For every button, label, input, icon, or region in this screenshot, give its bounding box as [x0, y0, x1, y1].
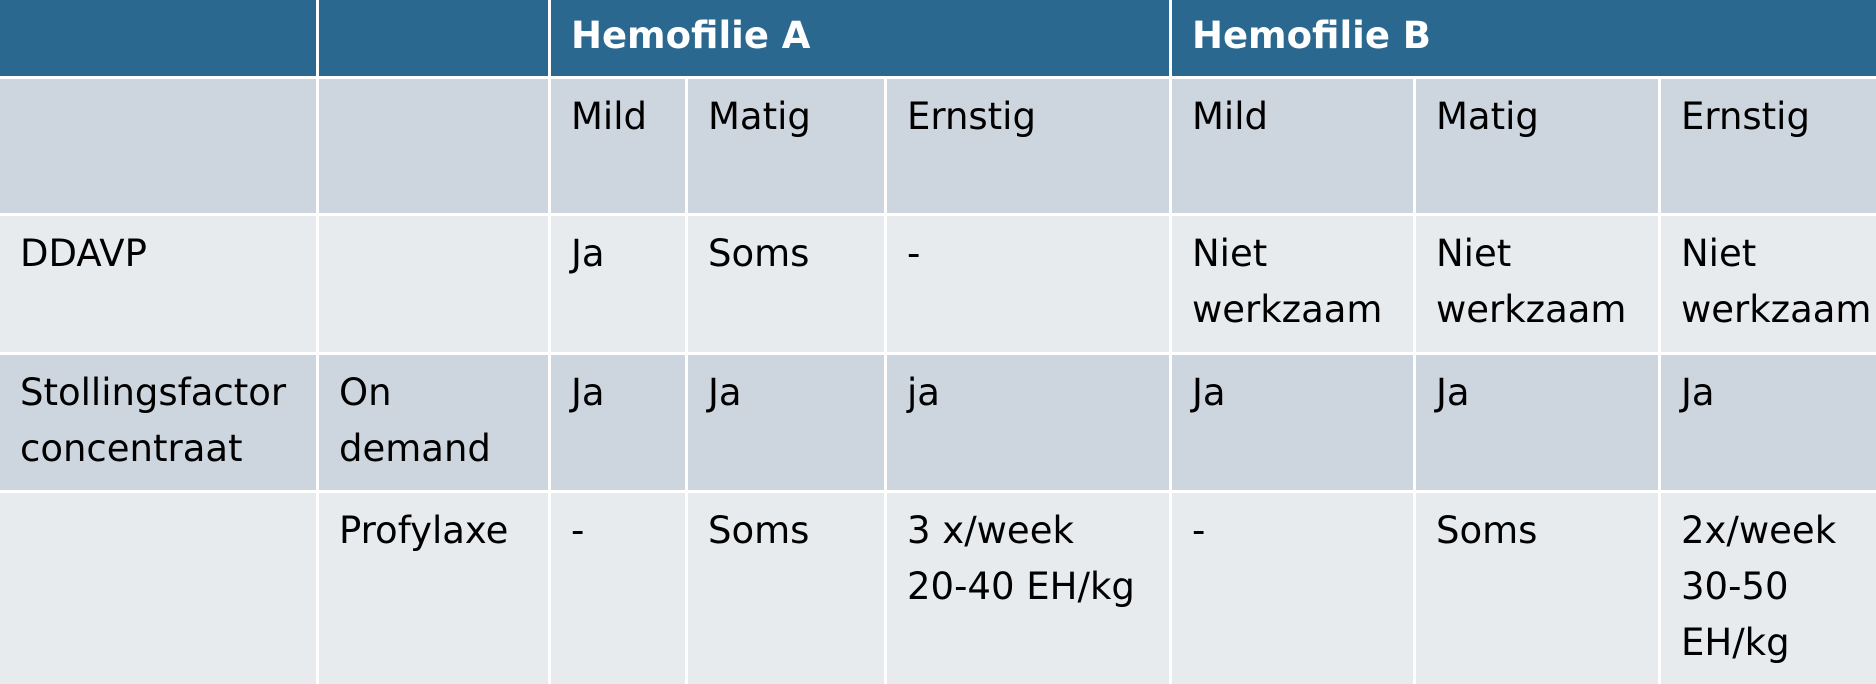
header-hemofilie-b: Hemofilie B [1172, 0, 1876, 76]
row-sublabel-profylaxe: Profylaxe [319, 493, 548, 684]
table-cell: Ja [551, 355, 685, 490]
subheader-empty-cell-1 [0, 79, 316, 213]
table-cell: Niet werkzaam [1416, 216, 1658, 352]
row-sublabel-ddavp [319, 216, 548, 352]
table-cell: ja [887, 355, 1169, 490]
subheader-empty-cell-2 [319, 79, 548, 213]
row-label-ddavp: DDAVP [0, 216, 316, 352]
subheader-a-matig: Matig [688, 79, 884, 213]
table-cell: Ja [1172, 355, 1413, 490]
table-cell: Ja [551, 216, 685, 352]
table-cell: 2x/week 30-50 EH/kg [1661, 493, 1876, 684]
table-cell: Ja [1416, 355, 1658, 490]
table-cell: Soms [1416, 493, 1658, 684]
table-cell: 3 x/week 20-40 EH/kg [887, 493, 1169, 684]
header-empty-cell-1 [0, 0, 316, 76]
subheader-b-ernstig: Ernstig [1661, 79, 1876, 213]
table-cell: Soms [688, 216, 884, 352]
subheader-b-matig: Matig [1416, 79, 1658, 213]
table-cell: Soms [688, 493, 884, 684]
row-label-stollingsfactor: Stollingsfactor concentraat [0, 355, 316, 490]
table-cell: Niet werkzaam [1172, 216, 1413, 352]
table-cell: - [887, 216, 1169, 352]
row-label-empty [0, 493, 316, 684]
table-cell: Ja [688, 355, 884, 490]
table-cell: Niet werkzaam [1661, 216, 1876, 352]
header-empty-cell-2 [319, 0, 548, 76]
table-cell: - [551, 493, 685, 684]
subheader-b-mild: Mild [1172, 79, 1413, 213]
subheader-a-mild: Mild [551, 79, 685, 213]
header-hemofilie-a: Hemofilie A [551, 0, 1169, 76]
table-cell: Ja [1661, 355, 1876, 490]
table-cell: - [1172, 493, 1413, 684]
row-sublabel-on-demand: On demand [319, 355, 548, 490]
subheader-a-ernstig: Ernstig [887, 79, 1169, 213]
